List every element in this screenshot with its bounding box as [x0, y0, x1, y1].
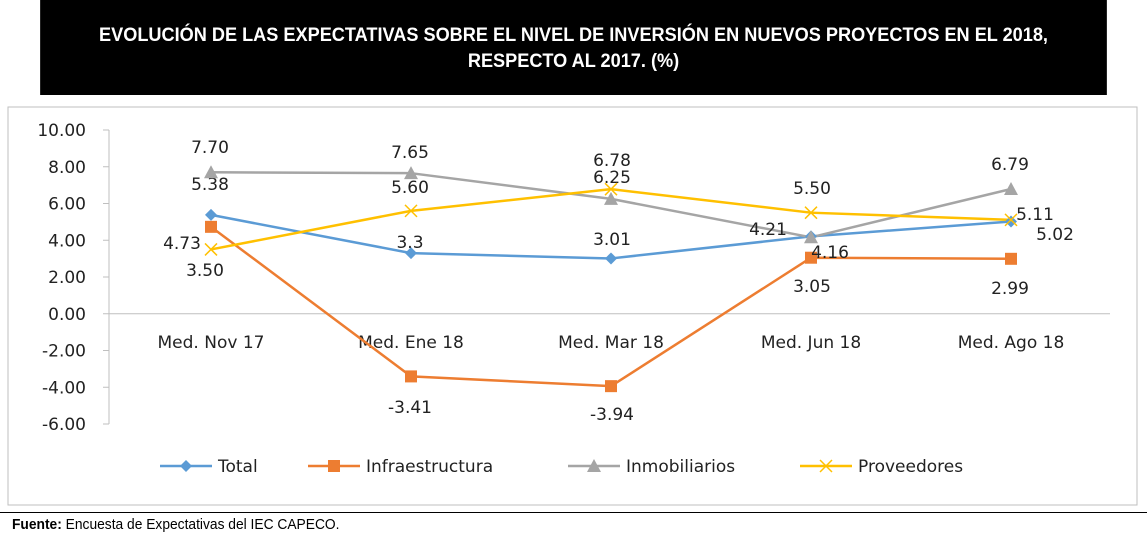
x-tick-label: Med. Mar 18 [558, 333, 664, 353]
data-label: -3.94 [590, 405, 634, 425]
data-point-proveedores [1004, 213, 1018, 227]
footer-divider [0, 512, 1147, 513]
y-tick-label: -2.00 [42, 342, 86, 362]
data-point-inmobiliarios [604, 191, 618, 205]
y-tick-label: 2.00 [48, 268, 86, 288]
legend-label: Total [217, 457, 258, 477]
data-label: 4.21 [749, 220, 787, 240]
y-tick-label: -4.00 [42, 378, 86, 398]
data-label: 6.25 [593, 168, 631, 188]
y-tick-label: 8.00 [48, 158, 86, 178]
data-label: 6.78 [593, 151, 631, 171]
data-label: -3.41 [388, 398, 432, 418]
legend-marker-inmobiliarios [587, 459, 601, 472]
legend-label: Inmobiliarios [626, 457, 735, 477]
y-tick-label: 10.00 [37, 121, 86, 141]
footer-source: Encuesta de Expectativas del IEC CAPECO. [61, 516, 340, 533]
data-label: 3.3 [396, 233, 423, 253]
data-point-inmobiliarios [404, 166, 418, 180]
data-point-total [1005, 215, 1017, 228]
data-point-total [205, 208, 217, 221]
data-label: 2.99 [991, 279, 1029, 299]
legend-label: Proveedores [858, 457, 963, 477]
data-label: 3.01 [593, 230, 631, 250]
y-tick-label: 4.00 [48, 231, 86, 251]
x-tick-label: Med. Ene 18 [358, 333, 464, 353]
data-point-total [405, 247, 417, 260]
data-point-infraestructura [605, 380, 617, 393]
data-label: 3.50 [186, 261, 224, 281]
title-line-2: RESPECTO AL 2017. (%) [467, 49, 680, 72]
data-point-infraestructura [405, 370, 417, 383]
data-point-proveedores [204, 242, 218, 256]
data-point-inmobiliarios [204, 165, 218, 179]
x-tick-label: Med. Jun 18 [761, 333, 861, 353]
data-point-infraestructura [205, 220, 217, 233]
data-label: 5.38 [191, 175, 229, 195]
y-tick-label: 0.00 [48, 305, 86, 325]
y-tick-label: -6.00 [42, 415, 86, 435]
data-label: 4.16 [811, 243, 849, 263]
data-label: 3.05 [793, 277, 831, 297]
y-tick-label: 6.00 [48, 195, 86, 215]
data-label: 5.60 [391, 178, 429, 198]
data-point-total [605, 252, 617, 265]
legend-marker-infraestructura [328, 460, 340, 472]
legend-marker-total [180, 460, 192, 472]
data-label: 4.73 [163, 234, 201, 254]
data-point-infraestructura [1005, 252, 1017, 265]
data-label: 5.02 [1036, 225, 1074, 245]
legend-label: Infraestructura [366, 457, 493, 477]
data-label: 6.79 [991, 155, 1029, 175]
data-label: 7.70 [191, 138, 229, 158]
chart-frame [7, 106, 1138, 506]
chart-title: EVOLUCIÓN DE LAS EXPECTATIVAS SOBRE EL N… [40, 0, 1107, 95]
data-point-inmobiliarios [804, 230, 818, 244]
data-label: 5.11 [1016, 205, 1054, 225]
data-point-proveedores [604, 182, 618, 196]
data-label: 7.65 [391, 143, 429, 163]
data-point-inmobiliarios [1004, 181, 1018, 195]
footer: Fuente: Encuesta de Expectativas del IEC… [12, 516, 340, 533]
x-tick-label: Med. Nov 17 [158, 333, 265, 353]
data-label: 5.50 [793, 179, 831, 199]
footer-label: Fuente: [12, 516, 62, 533]
data-point-proveedores [804, 206, 818, 220]
x-tick-label: Med. Ago 18 [958, 333, 1065, 353]
data-point-proveedores [404, 204, 418, 218]
data-point-infraestructura [805, 251, 817, 264]
legend-marker-proveedores [819, 459, 833, 473]
title-line-1: EVOLUCIÓN DE LAS EXPECTATIVAS SOBRE EL N… [99, 23, 1048, 46]
